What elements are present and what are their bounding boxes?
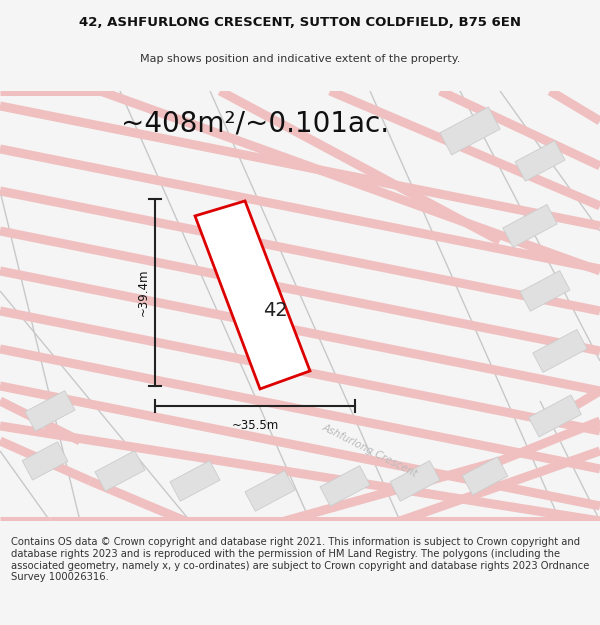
Text: Ashfurlong Crescent: Ashfurlong Crescent [321,422,419,479]
Polygon shape [320,466,370,506]
Text: Contains OS data © Crown copyright and database right 2021. This information is : Contains OS data © Crown copyright and d… [11,538,589,582]
Polygon shape [390,461,440,501]
Polygon shape [515,141,565,181]
Text: Map shows position and indicative extent of the property.: Map shows position and indicative extent… [140,54,460,64]
Text: ~408m²/~0.101ac.: ~408m²/~0.101ac. [121,110,389,138]
Polygon shape [462,457,508,495]
Polygon shape [25,391,75,431]
Polygon shape [529,395,581,437]
Polygon shape [195,201,310,389]
Polygon shape [245,471,295,511]
Polygon shape [170,461,220,501]
Polygon shape [520,271,570,311]
Text: ~39.4m: ~39.4m [137,268,149,316]
Polygon shape [440,107,500,155]
Polygon shape [95,451,145,491]
Text: 42, ASHFURLONG CRESCENT, SUTTON COLDFIELD, B75 6EN: 42, ASHFURLONG CRESCENT, SUTTON COLDFIEL… [79,16,521,29]
Polygon shape [533,329,587,372]
Text: ~35.5m: ~35.5m [232,419,278,432]
Polygon shape [503,204,557,248]
Text: 42: 42 [263,301,287,321]
Polygon shape [22,442,68,480]
